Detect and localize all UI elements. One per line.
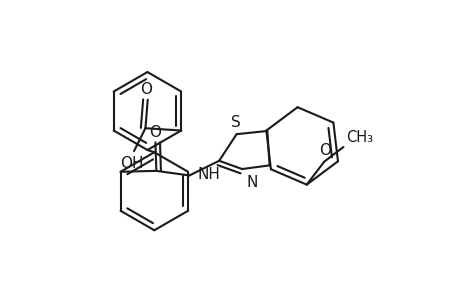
Text: O: O [140, 82, 151, 97]
Text: N: N [246, 175, 257, 190]
Text: S: S [230, 115, 240, 130]
Text: O: O [149, 125, 161, 140]
Text: O: O [319, 143, 330, 158]
Text: NH: NH [197, 167, 220, 182]
Text: CH₃: CH₃ [345, 130, 372, 145]
Text: OH: OH [120, 156, 144, 171]
